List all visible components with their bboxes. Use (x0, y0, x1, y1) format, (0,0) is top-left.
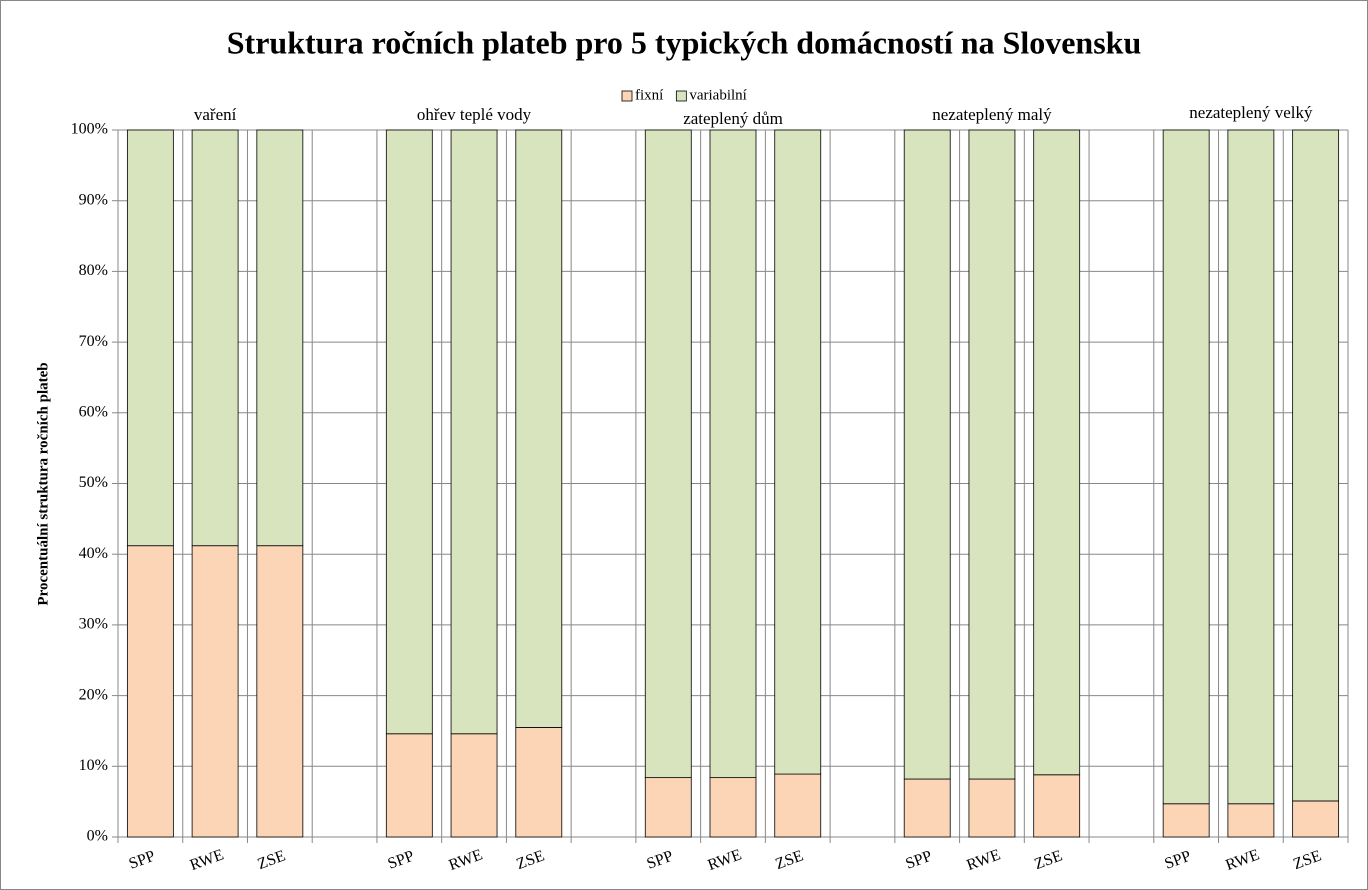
bar-segment (709, 777, 757, 838)
bar-segment (644, 129, 692, 779)
bar-segment (1292, 800, 1340, 838)
bar-segment (1033, 774, 1081, 838)
bar-segment (903, 129, 951, 780)
group-label: zateplený dům (683, 109, 783, 128)
y-tick-label: 100% (71, 121, 108, 138)
legend-swatch (621, 90, 633, 102)
bar-segment (256, 129, 304, 547)
y-tick-label: 80% (79, 262, 108, 279)
bar-segment (191, 545, 239, 838)
legend-swatch (675, 90, 687, 102)
bar-segment (191, 129, 239, 547)
bar-segment (1227, 129, 1275, 805)
y-tick-label: 20% (79, 686, 108, 703)
bar-segment (385, 733, 433, 838)
bar-segment (1162, 803, 1210, 838)
bar-segment (515, 129, 563, 728)
bar-segment (709, 129, 757, 779)
group-label: nezateplený malý (932, 105, 1052, 124)
y-tick-label: 60% (79, 403, 108, 420)
y-tick-label: 30% (79, 616, 108, 633)
bar-segment (1162, 129, 1210, 805)
y-tick-label: 70% (79, 333, 108, 350)
y-tick-label: 10% (79, 757, 108, 774)
group-label: nezateplený velký (1189, 103, 1313, 122)
bar-segment (450, 129, 498, 735)
y-tick-label: 90% (79, 191, 108, 208)
group-label: ohřev teplé vody (417, 105, 532, 124)
y-tick-label: 0% (87, 828, 108, 845)
chart-title: Struktura ročních plateb pro 5 typických… (227, 24, 1142, 60)
bar-segment (774, 773, 822, 838)
bar-segment (1292, 129, 1340, 802)
y-axis-label: Procentuální struktura ročních plateb (35, 362, 51, 605)
group-label: vaření (194, 105, 237, 124)
y-tick-label: 40% (79, 545, 108, 562)
bar-segment (968, 129, 1016, 780)
bar-segment (126, 545, 174, 838)
bar-segment (126, 129, 174, 547)
bar-segment (903, 778, 951, 838)
bar-segment (774, 129, 822, 775)
legend-label: fixní (635, 87, 663, 103)
bar-segment (968, 778, 1016, 838)
bar-segment (515, 727, 563, 838)
bar-segment (1227, 803, 1275, 838)
bar-segment (385, 129, 433, 735)
y-tick-label: 50% (79, 474, 108, 491)
bar-segment (256, 545, 304, 838)
legend-label: variabilní (689, 87, 746, 103)
bar-segment (450, 733, 498, 838)
bar-segment (644, 777, 692, 838)
bar-segment (1033, 129, 1081, 776)
